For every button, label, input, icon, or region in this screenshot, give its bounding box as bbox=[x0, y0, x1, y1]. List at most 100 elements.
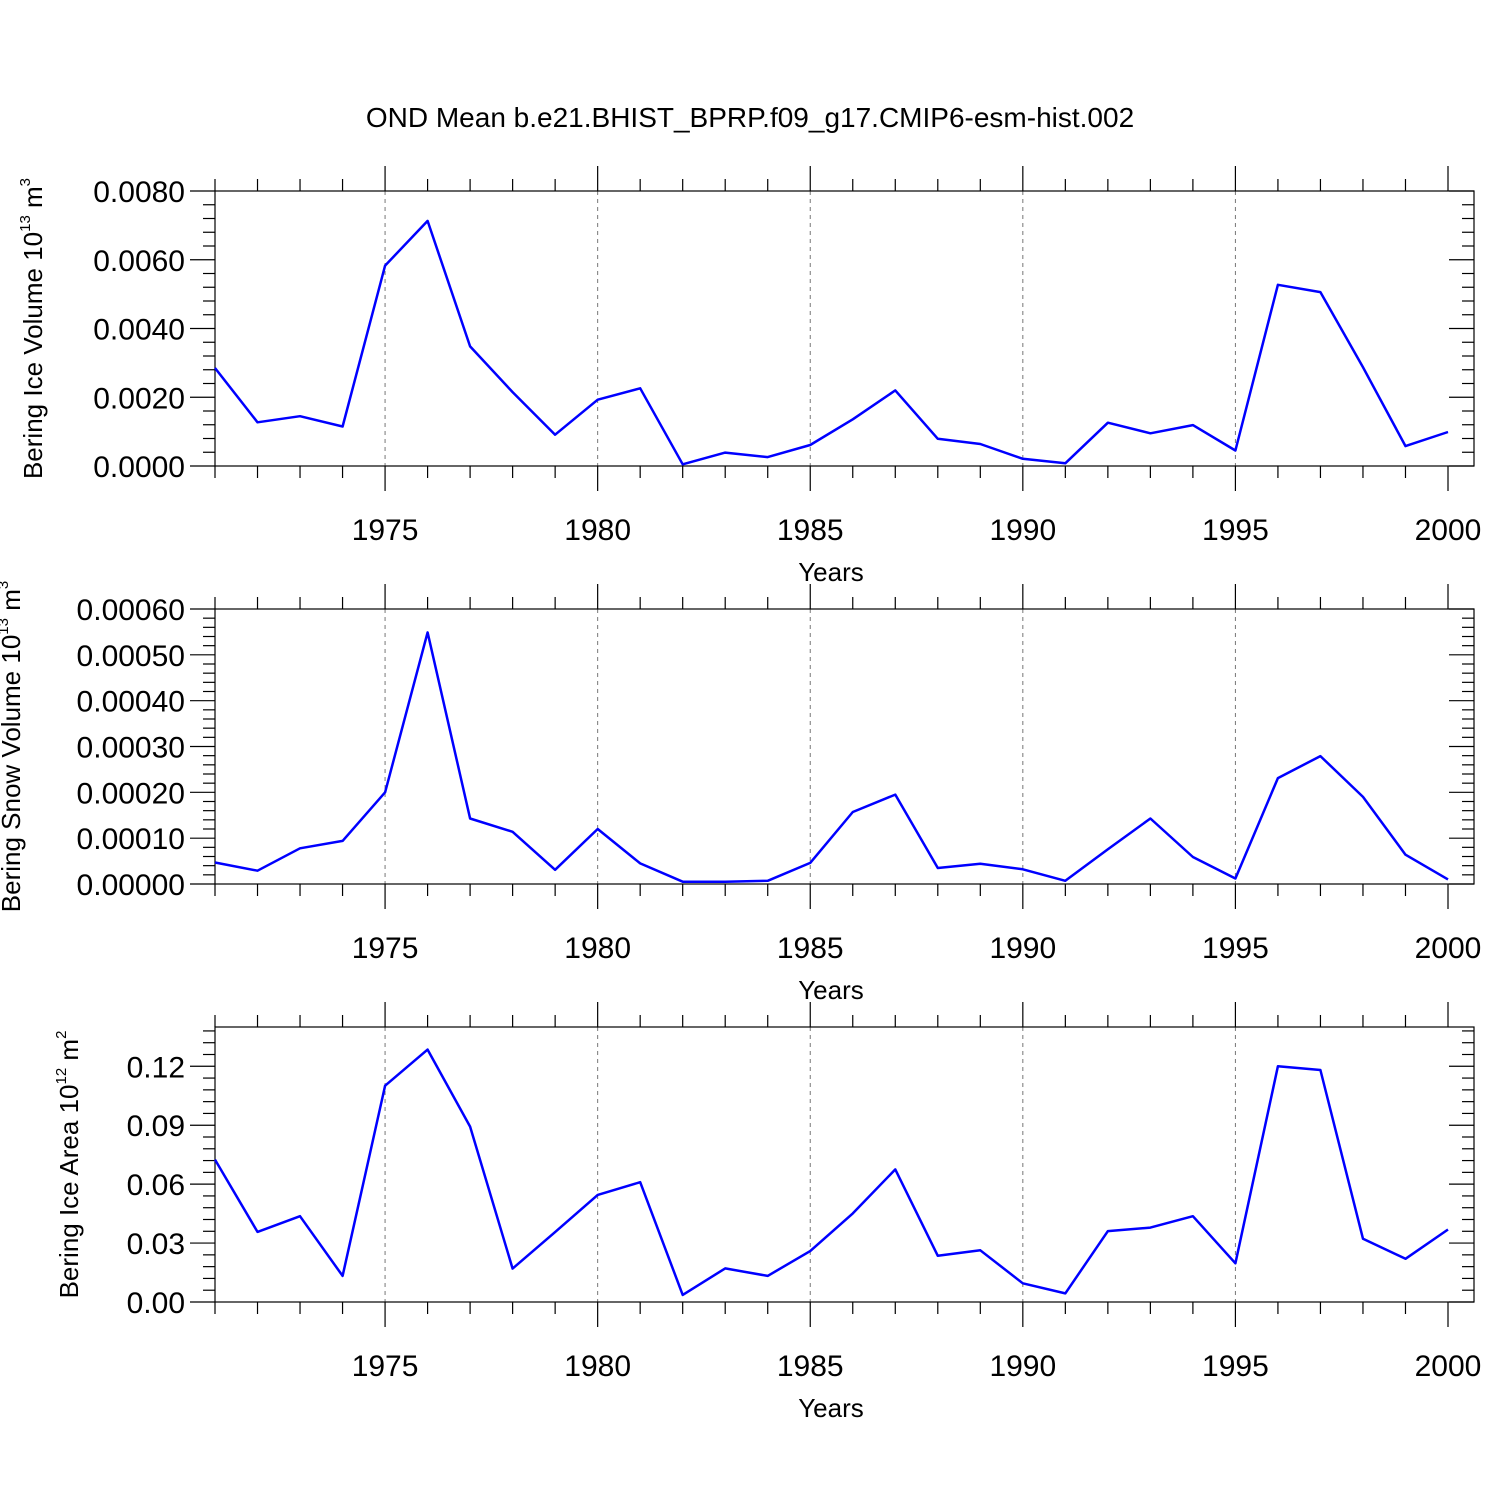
data-point bbox=[468, 816, 472, 820]
data-point bbox=[1233, 877, 1237, 881]
data-point bbox=[383, 1084, 387, 1088]
data-point bbox=[723, 880, 727, 884]
y-tick-label: 0.00060 bbox=[77, 594, 185, 627]
data-point bbox=[1063, 879, 1067, 883]
data-point bbox=[681, 880, 685, 884]
data-point bbox=[1233, 449, 1237, 453]
data-point bbox=[553, 868, 557, 872]
data-point bbox=[298, 1214, 302, 1218]
x-tick-label: 1975 bbox=[352, 514, 419, 547]
y-tick-label: 0.0040 bbox=[93, 314, 185, 347]
data-point bbox=[1403, 1257, 1407, 1261]
data-point bbox=[1021, 867, 1025, 871]
x-tick-label: 1985 bbox=[777, 932, 844, 965]
y-tick-label: 0.0080 bbox=[93, 176, 185, 209]
data-point bbox=[1318, 290, 1322, 294]
panel-2: 1975 1980 1985 1990 1995 2000 Years 0.00000 0.00… bbox=[0, 581, 1481, 1005]
data-point bbox=[1106, 1229, 1110, 1233]
data-point bbox=[681, 462, 685, 466]
data-point bbox=[1021, 1281, 1025, 1285]
data-point bbox=[468, 1125, 472, 1129]
data-point bbox=[1403, 853, 1407, 857]
y-axis-label: Bering Snow Volume 1013 m3 bbox=[0, 581, 26, 912]
figure-title: OND Mean b.e21.BHIST_BPRP.f09_g17.CMIP6-… bbox=[366, 102, 1134, 133]
x-tick-label: 1980 bbox=[564, 514, 631, 547]
data-point bbox=[426, 1048, 430, 1052]
x-tick-label: 1975 bbox=[352, 1350, 419, 1383]
x-tick-label: 1980 bbox=[564, 1350, 631, 1383]
y-axis-label: Bering Ice Volume 1013 m3 bbox=[17, 178, 48, 479]
y-tick-label: 0.06 bbox=[127, 1169, 185, 1202]
data-point bbox=[341, 839, 345, 843]
data-point bbox=[723, 1266, 727, 1270]
data-point bbox=[596, 1193, 600, 1197]
data-point bbox=[851, 1211, 855, 1215]
x-tick-label: 1990 bbox=[989, 932, 1056, 965]
data-point bbox=[681, 1293, 685, 1297]
data-point bbox=[1276, 776, 1280, 780]
x-tick-label: 1990 bbox=[989, 1350, 1056, 1383]
data-point bbox=[1191, 423, 1195, 427]
x-tick-label: 1985 bbox=[777, 514, 844, 547]
y-tick-label: 0.00050 bbox=[77, 640, 185, 673]
data-point bbox=[383, 790, 387, 794]
data-point bbox=[978, 862, 982, 866]
y-tick-label: 0.00010 bbox=[77, 823, 185, 856]
y-tick-label: 0.09 bbox=[127, 1110, 185, 1143]
panel-3: 1975 1980 1985 1990 1995 2000 Years 0.00 0.03 0.0… bbox=[53, 1002, 1481, 1423]
data-point bbox=[426, 630, 430, 634]
series-line bbox=[214, 631, 1449, 883]
y-tick-label: 0.03 bbox=[127, 1228, 185, 1261]
data-point bbox=[596, 398, 600, 402]
data-point bbox=[808, 861, 812, 865]
data-point bbox=[383, 264, 387, 268]
data-point bbox=[256, 869, 260, 873]
data-point bbox=[1106, 421, 1110, 425]
data-point bbox=[1063, 461, 1067, 465]
y-tick-label: 0.00040 bbox=[77, 686, 185, 719]
data-point bbox=[1318, 754, 1322, 758]
data-point bbox=[341, 424, 345, 428]
data-point bbox=[341, 1274, 345, 1278]
x-tick-label: 1990 bbox=[989, 514, 1056, 547]
data-point bbox=[1446, 877, 1450, 881]
data-point bbox=[766, 879, 770, 883]
x-tick-label: 1985 bbox=[777, 1350, 844, 1383]
data-point bbox=[1106, 847, 1110, 851]
x-tick-label: 1995 bbox=[1202, 932, 1269, 965]
data-point bbox=[1148, 1226, 1152, 1230]
series-line bbox=[214, 219, 1449, 466]
data-point bbox=[213, 1158, 217, 1162]
data-point bbox=[256, 420, 260, 424]
data-point bbox=[723, 451, 727, 455]
x-axis-label: Years bbox=[798, 975, 864, 1005]
data-point bbox=[511, 1267, 515, 1271]
data-point bbox=[1446, 430, 1450, 434]
series-line bbox=[213, 1048, 1449, 1297]
data-point bbox=[808, 1249, 812, 1253]
y-tick-label: 0.12 bbox=[127, 1051, 185, 1084]
data-point bbox=[1276, 1064, 1280, 1068]
data-point bbox=[638, 386, 642, 390]
y-tick-label: 0.0000 bbox=[93, 451, 185, 484]
data-point bbox=[638, 1180, 642, 1184]
plot-frame bbox=[214, 1026, 1475, 1303]
y-axis-label: Bering Ice Area 1012 m2 bbox=[53, 1031, 84, 1299]
data-point bbox=[468, 344, 472, 348]
data-point bbox=[851, 417, 855, 421]
data-point bbox=[1361, 1237, 1365, 1241]
y-tick-label: 0.00020 bbox=[77, 777, 185, 810]
x-tick-label: 1995 bbox=[1202, 1350, 1269, 1383]
data-point bbox=[1446, 1228, 1450, 1232]
y-tick-label: 0.00000 bbox=[77, 869, 185, 902]
data-point bbox=[298, 414, 302, 418]
data-point bbox=[1403, 444, 1407, 448]
data-point bbox=[511, 390, 515, 394]
data-point bbox=[553, 433, 557, 437]
data-point bbox=[1318, 1068, 1322, 1072]
data-point bbox=[213, 860, 217, 864]
data-point bbox=[553, 1230, 557, 1234]
x-tick-label: 2000 bbox=[1415, 514, 1482, 547]
data-point bbox=[766, 1274, 770, 1278]
